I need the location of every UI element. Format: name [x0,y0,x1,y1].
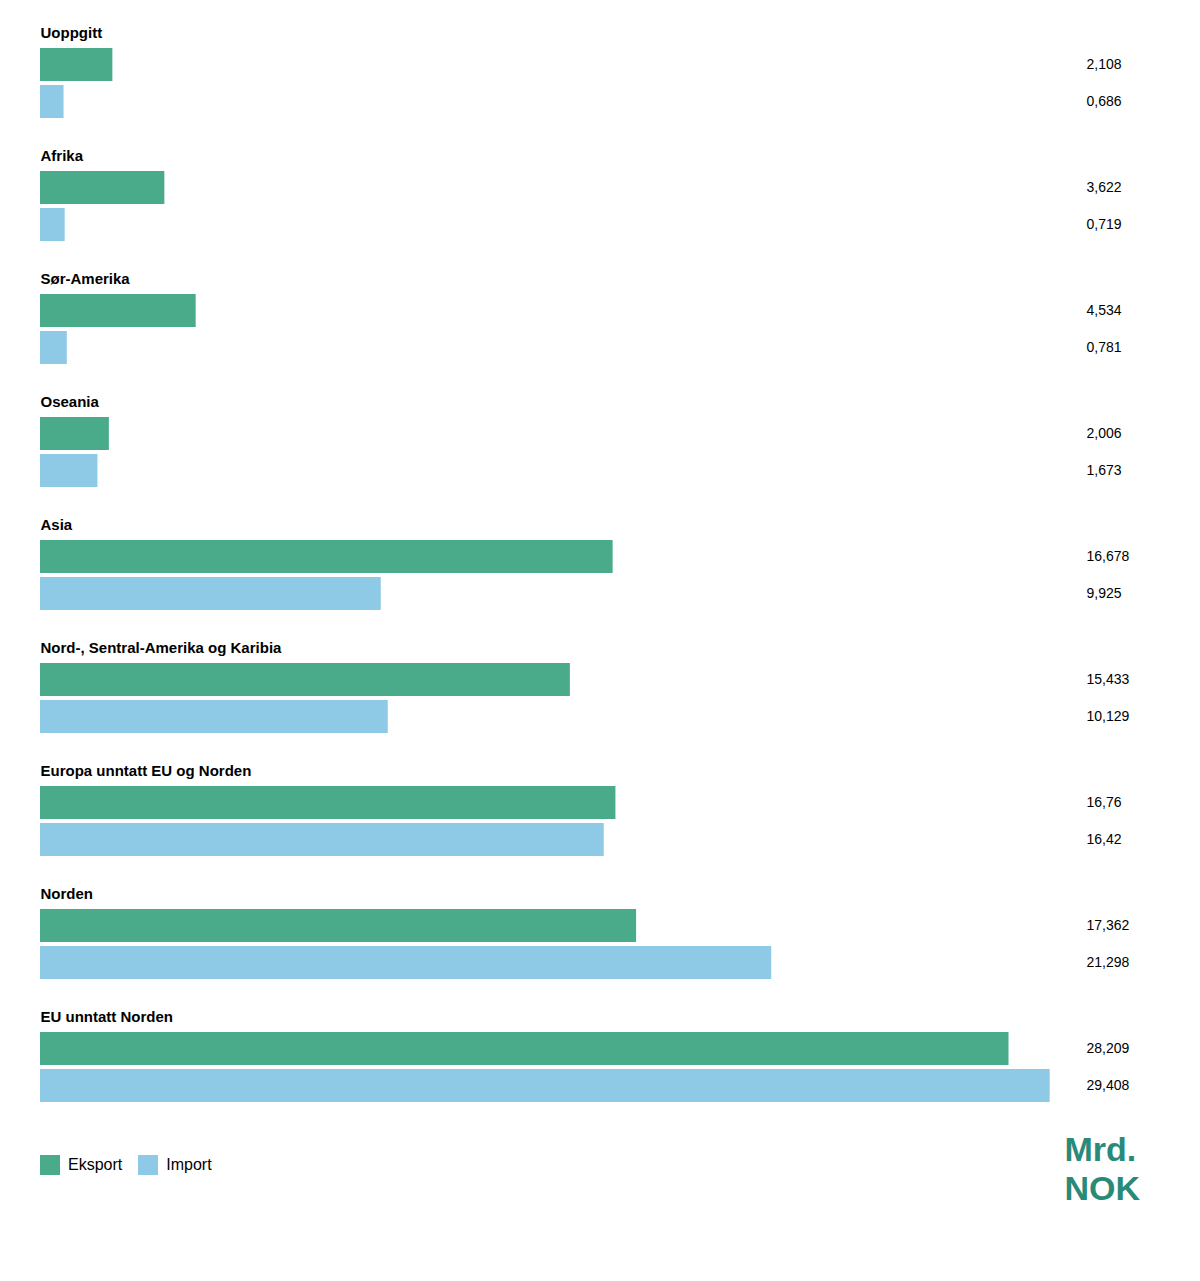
svg-text:Nord-, Sentral-Amerika og Kari: Nord-, Sentral-Amerika og Karibia [41,639,283,656]
svg-text:9,925: 9,925 [1087,585,1122,601]
svg-text:Norden: Norden [41,885,94,902]
svg-text:1,673: 1,673 [1087,462,1122,478]
html-text:Import: Import [166,1156,212,1174]
svg-text:3,622: 3,622 [1087,179,1122,195]
svg-text:29,408: 29,408 [1087,1077,1130,1093]
svg-text:0,781: 0,781 [1087,339,1122,355]
html-text:Mrd. NOK: Mrd. NOK [1064,1130,1140,1208]
svg-text:16,76: 16,76 [1087,794,1122,810]
svg-text:Europa unntatt EU og Norden: Europa unntatt EU og Norden [41,762,252,779]
svg-text:0,686: 0,686 [1087,93,1122,109]
svg-text:2,108: 2,108 [1087,56,1122,72]
svg-text:4,534: 4,534 [1087,302,1122,318]
svg-text:16,678: 16,678 [1087,548,1130,564]
svg-text:2,006: 2,006 [1087,425,1122,441]
svg-text:Uoppgitt: Uoppgitt [41,24,103,41]
svg-text:15,433: 15,433 [1087,671,1130,687]
svg-text:Oseania: Oseania [41,393,100,410]
svg-text:28,209: 28,209 [1087,1040,1130,1056]
svg-text:Asia: Asia [41,516,73,533]
svg-text:16,42: 16,42 [1087,831,1122,847]
svg-text:Afrika: Afrika [41,147,84,164]
svg-text:10,129: 10,129 [1087,708,1130,724]
svg-text:17,362: 17,362 [1087,917,1130,933]
svg-text:0,719: 0,719 [1087,216,1122,232]
svg-text:Sør-Amerika: Sør-Amerika [41,270,131,287]
html-text:Eksport: Eksport [68,1156,123,1174]
svg-text:EU unntatt Norden: EU unntatt Norden [41,1008,174,1025]
svg-text:21,298: 21,298 [1087,954,1130,970]
